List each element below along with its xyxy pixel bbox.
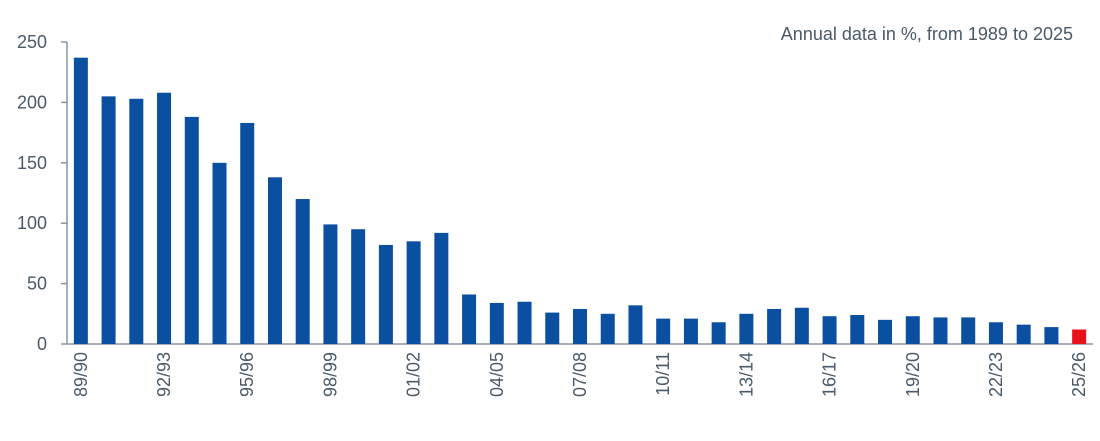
x-tick-label-95-96: 95/96 <box>237 352 257 397</box>
bar-25-26 <box>1072 329 1087 344</box>
bar-19-20 <box>905 316 920 344</box>
bar-89-90 <box>73 57 88 344</box>
x-tick-label-01-02: 01/02 <box>404 352 424 397</box>
bar-23-24 <box>1016 324 1031 344</box>
x-tick-label-22-23: 22/23 <box>986 352 1006 397</box>
bar-92-93 <box>157 92 172 345</box>
y-tick-label-250: 250 <box>17 32 47 52</box>
bar-94-95 <box>212 162 227 344</box>
bar-04-05 <box>489 302 504 344</box>
y-tick-label-100: 100 <box>17 213 47 233</box>
x-tick-label-07-08: 07/08 <box>570 352 590 397</box>
bar-16-17 <box>822 316 837 344</box>
bar-98-99 <box>323 224 338 344</box>
bar-05-06 <box>517 301 532 344</box>
bar-02-03 <box>434 232 449 344</box>
bar-95-96 <box>240 122 255 344</box>
bar-11-12 <box>683 318 698 344</box>
bar-96-97 <box>267 177 282 344</box>
chart-annotation: Annual data in %, from 1989 to 2025 <box>781 24 1073 44</box>
x-tick-label-89-90: 89/90 <box>71 352 91 397</box>
bar-06-07 <box>545 312 560 344</box>
x-tick-label-13-14: 13/14 <box>736 352 756 397</box>
bar-10-11 <box>656 318 671 344</box>
bar-99-00 <box>351 229 366 344</box>
bar-01-02 <box>406 241 421 344</box>
x-tick-label-10-11: 10/11 <box>653 352 673 396</box>
y-tick-label-50: 50 <box>27 274 47 294</box>
y-tick-label-0: 0 <box>37 334 47 354</box>
bar-09-10 <box>628 305 643 344</box>
x-tick-label-25-26: 25/26 <box>1069 352 1089 397</box>
bar-93-94 <box>184 116 199 345</box>
bar-00-01 <box>378 244 393 344</box>
bar-22-23 <box>988 322 1003 344</box>
bar-03-04 <box>462 294 477 344</box>
bar-13-14 <box>739 313 754 344</box>
y-axis: 0 50 100 150 200 250 <box>17 32 68 354</box>
x-axis: 89/90 92/93 95/96 98/99 01/02 04/05 07/08 10/11… <box>67 343 1093 397</box>
bar-14-15 <box>767 308 782 344</box>
bar-07-08 <box>573 308 587 344</box>
bar-97-98 <box>295 199 310 344</box>
bar-21-22 <box>961 317 976 344</box>
x-tick-label-04-05: 04/05 <box>487 352 507 397</box>
y-tick-label-150: 150 <box>17 153 47 173</box>
bar-12-13 <box>711 322 726 344</box>
x-tick-label-98-99: 98/99 <box>320 352 340 397</box>
bar-24-25 <box>1044 327 1059 344</box>
bar-15-16 <box>794 307 809 344</box>
bar-20-21 <box>933 317 948 344</box>
bars <box>73 57 1087 345</box>
bar-18-19 <box>878 319 893 344</box>
x-tick-label-19-20: 19/20 <box>903 352 923 397</box>
x-tick-label-16-17: 16/17 <box>820 352 840 397</box>
bar-90-91 <box>101 96 116 344</box>
x-tick-label-92-93: 92/93 <box>154 352 174 397</box>
bar-08-09 <box>600 313 615 344</box>
bar-91-92 <box>129 98 144 344</box>
y-tick-label-200: 200 <box>17 92 47 112</box>
bar-17-18 <box>850 315 865 344</box>
